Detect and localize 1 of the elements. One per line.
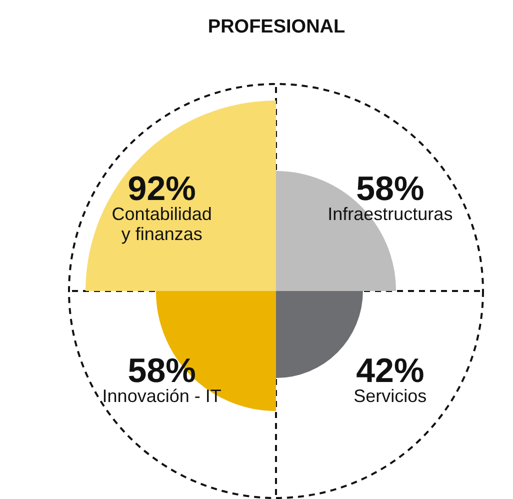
- text: PROFESIONAL: [208, 16, 346, 38]
